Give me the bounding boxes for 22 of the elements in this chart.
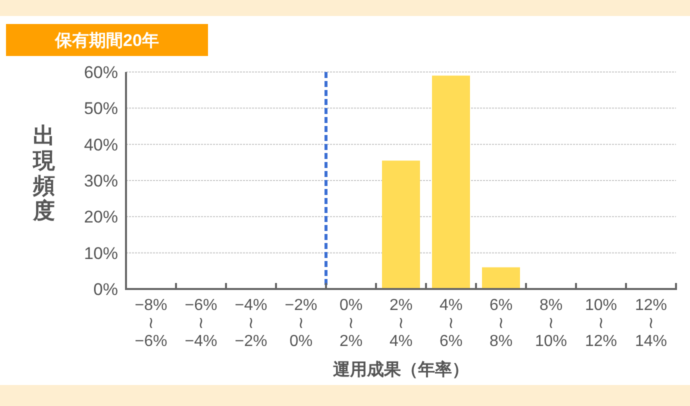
x-tick-label: 6% ≀ 8% [489, 297, 513, 350]
y-tick-label: 40% [84, 135, 118, 154]
chart-title: 保有期間20年 [54, 31, 159, 50]
x-tick-label: −8% ≀ −6% [134, 297, 168, 350]
x-tick-label: 8% ≀ 10% [534, 297, 568, 350]
y-tick-label: 10% [84, 244, 118, 263]
x-tick-label: 4% ≀ 6% [439, 297, 463, 350]
x-tick-label: −6% ≀ −4% [184, 297, 218, 350]
y-tick-label: 60% [84, 63, 118, 82]
y-tick-label: 30% [84, 172, 118, 190]
title: 保有期間20年 [6, 24, 208, 56]
x-tick-label: 0% ≀ 2% [339, 297, 363, 350]
ylabel: 出現頻度 [33, 123, 55, 223]
y-tick-label: 0% [93, 280, 118, 299]
x-tick-label: 10% ≀ 12% [584, 297, 618, 350]
y-tick-label: 20% [84, 208, 118, 227]
xlabel: 運用成果（年率） [333, 360, 469, 379]
x-tick-label: 2% ≀ 4% [389, 297, 413, 350]
x-tick-label: −2% ≀ 0% [284, 297, 318, 350]
y-tick-label: 50% [84, 99, 118, 118]
x-tick-label: 12% ≀ 14% [634, 297, 668, 350]
x-tick-label: −4% ≀ −2% [234, 297, 268, 350]
